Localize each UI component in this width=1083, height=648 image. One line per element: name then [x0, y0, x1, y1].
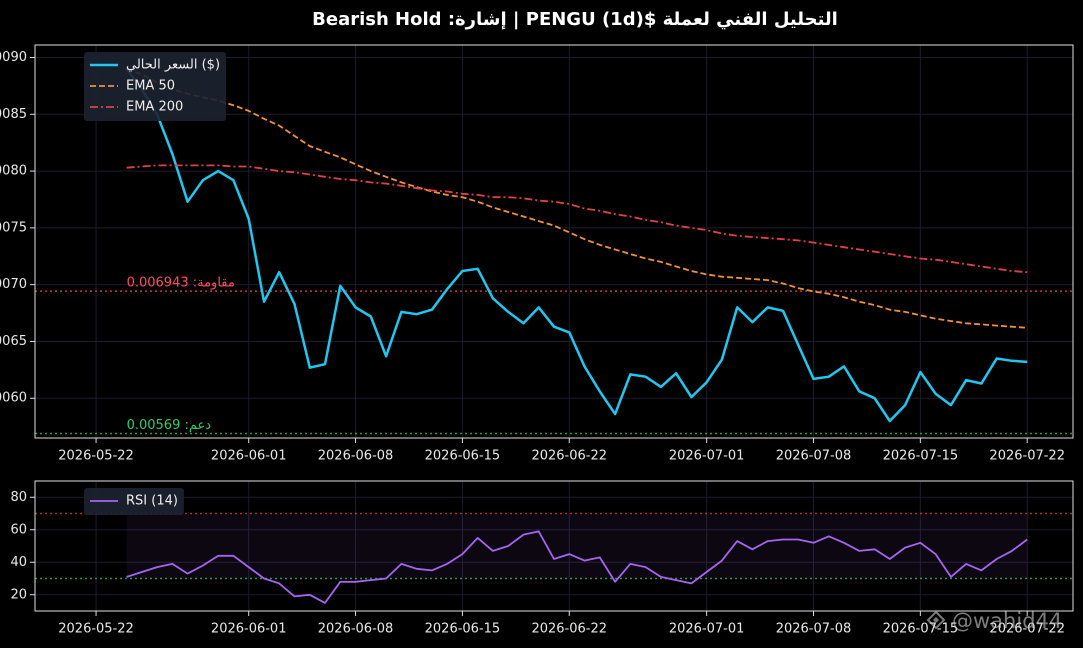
- x-tick-label: 2026-06-15: [425, 622, 501, 637]
- legend-label: EMA 50: [126, 79, 175, 94]
- shaded-band: [126, 513, 1028, 579]
- legend-label: EMA 200: [126, 100, 183, 115]
- x-tick-label: 2026-07-08: [776, 622, 852, 637]
- y-tick-label: 40: [10, 555, 27, 570]
- x-tick-label: 2026-05-22: [58, 622, 134, 637]
- watermark: @wahid44: [952, 609, 1062, 633]
- y-tick-label: 80: [10, 490, 27, 505]
- reference-label: مقاومة: 0.006943: [127, 276, 235, 291]
- x-tick-label: 2026-07-01: [669, 622, 745, 637]
- x-tick-label: 2026-07-08: [776, 449, 852, 464]
- x-tick-label: 2026-07-22: [989, 622, 1065, 637]
- legend-label: RSI (14): [126, 494, 178, 509]
- legend: السعر الحالي ($) EMA 50 EMA 200: [84, 52, 227, 121]
- series-line: [125, 68, 1028, 423]
- y-tick-label: 0.0060: [0, 391, 27, 406]
- x-tick-label: 2026-07-15: [883, 622, 959, 637]
- reference-label: دعم: 0.00569: [127, 418, 212, 433]
- y-tick-label: 0.0080: [0, 164, 27, 179]
- y-tick-label: 0.0070: [0, 277, 27, 292]
- series-line: [126, 164, 1028, 274]
- x-tick-label: 2026-07-15: [883, 449, 959, 464]
- legend-box: [84, 488, 184, 515]
- x-tick-label: 2026-06-01: [211, 449, 287, 464]
- y-tick-label: 0.0090: [0, 50, 27, 65]
- legend-box: [84, 52, 227, 121]
- chart-title: التحليل الفني لعملة $PENGU (1d) | إشارة:…: [312, 9, 838, 30]
- legend-label: السعر الحالي ($): [126, 58, 220, 73]
- plot-frame: [34, 44, 1074, 439]
- x-tick-label: 2026-06-15: [425, 449, 501, 464]
- y-tick-label: 60: [10, 522, 27, 537]
- series-line: [126, 68, 1028, 329]
- x-tick-label: 2026-06-01: [211, 622, 287, 637]
- plot-frame: [34, 480, 1074, 612]
- x-tick-label: 2026-06-08: [318, 449, 394, 464]
- y-tick-label: 20: [10, 587, 27, 602]
- x-tick-label: 2026-07-01: [669, 449, 745, 464]
- x-tick-label: 2026-06-22: [531, 449, 607, 464]
- watermark-icon: [926, 610, 946, 630]
- x-tick-label: 2026-06-08: [318, 622, 394, 637]
- x-tick-label: 2026-05-22: [58, 449, 134, 464]
- x-tick-label: 2026-07-22: [989, 449, 1065, 464]
- plot-area: [35, 481, 1073, 611]
- series-line: [126, 530, 1028, 604]
- x-tick-label: 2026-06-22: [531, 622, 607, 637]
- legend: RSI (14): [84, 488, 184, 515]
